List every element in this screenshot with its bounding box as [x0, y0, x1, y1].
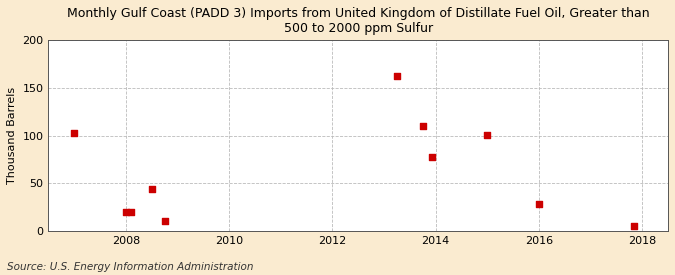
Point	[121, 210, 132, 214]
Point	[159, 219, 170, 223]
Point	[533, 201, 544, 206]
Y-axis label: Thousand Barrels: Thousand Barrels	[7, 87, 17, 184]
Text: Source: U.S. Energy Information Administration: Source: U.S. Energy Information Administ…	[7, 262, 253, 272]
Point	[69, 131, 80, 135]
Point	[392, 73, 402, 78]
Point	[126, 210, 136, 214]
Point	[482, 133, 493, 137]
Point	[629, 224, 640, 229]
Title: Monthly Gulf Coast (PADD 3) Imports from United Kingdom of Distillate Fuel Oil, : Monthly Gulf Coast (PADD 3) Imports from…	[67, 7, 649, 35]
Point	[146, 187, 157, 191]
Point	[417, 124, 428, 128]
Point	[426, 155, 437, 159]
